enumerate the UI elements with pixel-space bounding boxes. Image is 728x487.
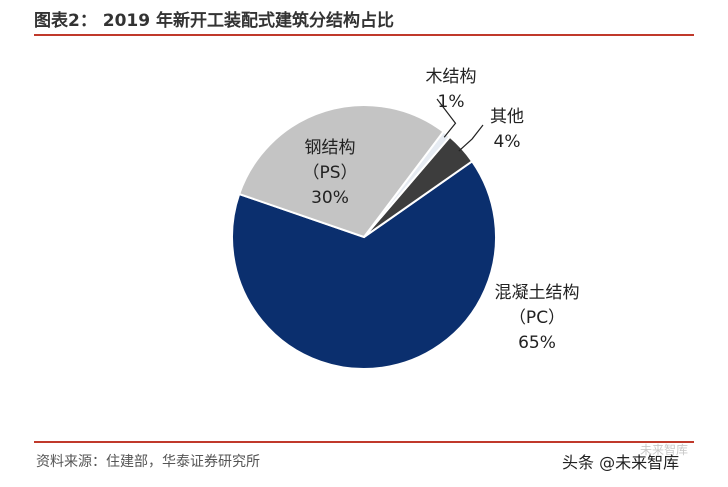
- slice-name-label-3: 钢结构: [305, 138, 356, 158]
- slice-abbr-label-0: （PC）: [509, 308, 565, 328]
- slice-value-label-3: 30%: [311, 188, 349, 208]
- leader-line-1: [458, 124, 484, 152]
- source-note: 资料来源：住建部，华泰证券研究所: [36, 454, 260, 470]
- slice-abbr-label-3: （PS）: [302, 163, 357, 183]
- bottom-rule: [34, 441, 694, 443]
- slice-name-label-2: 木结构: [426, 67, 477, 87]
- slice-name-label-1: 其他: [490, 107, 524, 127]
- pie-slice-0: [231, 159, 497, 370]
- slice-value-label-2: 1%: [438, 92, 465, 112]
- figure-title: 图表2： 2019 年新开工装配式建筑分结构占比: [34, 11, 394, 31]
- slice-value-label-0: 65%: [518, 333, 556, 353]
- slice-value-label-1: 4%: [494, 132, 521, 152]
- leader-line-2: [436, 98, 457, 138]
- pie-slice-3: [237, 104, 445, 239]
- watermark-text: 头条 @未来智库: [562, 453, 680, 472]
- watermark-faint: 未来智库: [640, 443, 689, 457]
- slice-name-label-0: 混凝土结构: [495, 283, 580, 303]
- top-rule: [34, 34, 694, 36]
